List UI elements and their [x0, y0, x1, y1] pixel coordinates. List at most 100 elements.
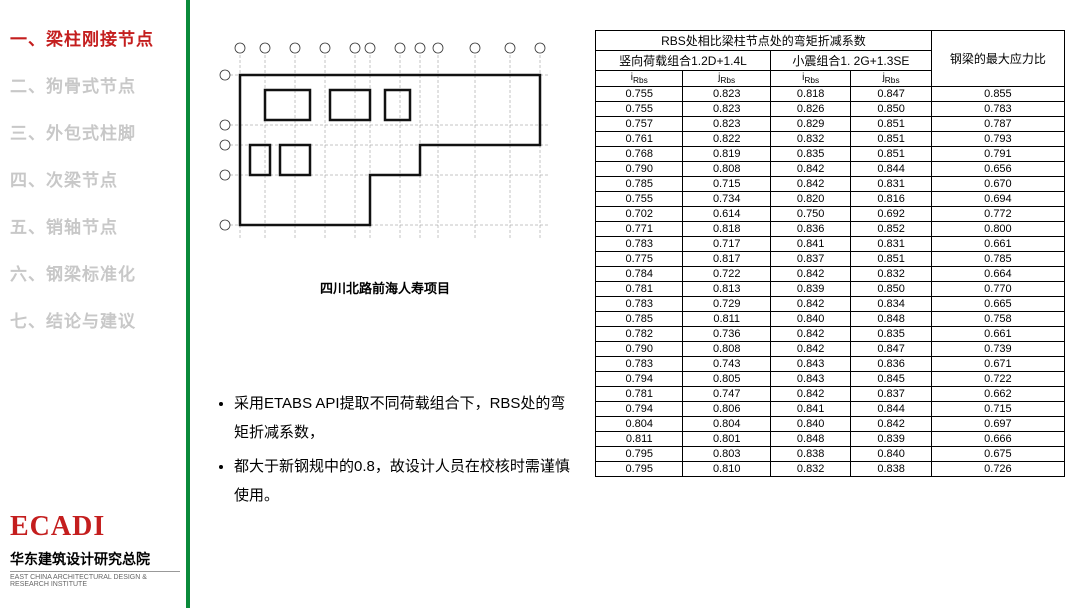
table-row: 0.7850.7150.8420.8310.670 — [596, 177, 1065, 192]
table-row: 0.7950.8100.8320.8380.726 — [596, 462, 1065, 477]
table-cell: 0.775 — [596, 252, 683, 267]
table-cell: 0.761 — [596, 132, 683, 147]
table-cell: 0.722 — [931, 372, 1064, 387]
table-cell: 0.813 — [683, 282, 770, 297]
table-cell: 0.848 — [851, 312, 931, 327]
table-cell: 0.841 — [770, 237, 850, 252]
table-cell: 0.823 — [683, 87, 770, 102]
table-cell: 0.661 — [931, 327, 1064, 342]
table-cell: 0.772 — [931, 207, 1064, 222]
nav-item-6[interactable]: 六、钢梁标准化 — [10, 260, 180, 285]
table-cell: 0.836 — [851, 357, 931, 372]
table-cell: 0.790 — [596, 342, 683, 357]
table-cell: 0.715 — [931, 402, 1064, 417]
table-cell: 0.847 — [851, 342, 931, 357]
nav-item-4[interactable]: 四、次梁节点 — [10, 166, 180, 191]
table-cell: 0.771 — [596, 222, 683, 237]
table-cell: 0.794 — [596, 402, 683, 417]
subhead-3: iRbs — [770, 71, 850, 87]
table-cell: 0.803 — [683, 447, 770, 462]
table-cell: 0.831 — [851, 177, 931, 192]
table-cell: 0.784 — [596, 267, 683, 282]
content-area: 四川北路前海人寿项目 采用ETABS API提取不同荷载组合下，RBS处的弯矩折… — [210, 20, 1065, 593]
table-cell: 0.794 — [596, 372, 683, 387]
table-cell: 0.697 — [931, 417, 1064, 432]
table-cell: 0.839 — [851, 432, 931, 447]
table-cell: 0.840 — [770, 417, 850, 432]
table-cell: 0.811 — [683, 312, 770, 327]
nav-item-1[interactable]: 一、梁柱刚接节点 — [10, 25, 180, 50]
table-row: 0.7810.7470.8420.8370.662 — [596, 387, 1065, 402]
table-cell: 0.842 — [770, 327, 850, 342]
table-row: 0.7550.8230.8260.8500.783 — [596, 102, 1065, 117]
table-cell: 0.810 — [683, 462, 770, 477]
logo-en: EAST CHINA ARCHITECTURAL DESIGN & RESEAR… — [10, 571, 180, 588]
table-row: 0.7550.8230.8180.8470.855 — [596, 87, 1065, 102]
table-cell: 0.736 — [683, 327, 770, 342]
table-cell: 0.715 — [683, 177, 770, 192]
table-cell: 0.694 — [931, 192, 1064, 207]
table-cell: 0.847 — [851, 87, 931, 102]
table-row: 0.7940.8050.8430.8450.722 — [596, 372, 1065, 387]
table-cell: 0.783 — [596, 357, 683, 372]
table-cell: 0.839 — [770, 282, 850, 297]
table-cell: 0.816 — [851, 192, 931, 207]
table-row: 0.7550.7340.8200.8160.694 — [596, 192, 1065, 207]
table-cell: 0.823 — [683, 102, 770, 117]
table-cell: 0.666 — [931, 432, 1064, 447]
table-cell: 0.671 — [931, 357, 1064, 372]
table-cell: 0.702 — [596, 207, 683, 222]
table-cell: 0.729 — [683, 297, 770, 312]
table-cell: 0.836 — [770, 222, 850, 237]
table-cell: 0.838 — [851, 462, 931, 477]
table-cell: 0.755 — [596, 192, 683, 207]
table-cell: 0.793 — [931, 132, 1064, 147]
table-cell: 0.844 — [851, 402, 931, 417]
table-cell: 0.734 — [683, 192, 770, 207]
table-title: RBS处相比梁柱节点处的弯矩折减系数 — [596, 31, 932, 51]
table-cell: 0.844 — [851, 162, 931, 177]
table-row: 0.8110.8010.8480.8390.666 — [596, 432, 1065, 447]
table-cell: 0.851 — [851, 117, 931, 132]
table-row: 0.7710.8180.8360.8520.800 — [596, 222, 1065, 237]
table-cell: 0.743 — [683, 357, 770, 372]
table-cell: 0.662 — [931, 387, 1064, 402]
nav-item-7[interactable]: 七、结论与建议 — [10, 307, 180, 332]
table-cell: 0.783 — [596, 237, 683, 252]
table-cell: 0.820 — [770, 192, 850, 207]
table-row: 0.7950.8030.8380.8400.675 — [596, 447, 1065, 462]
table-cell: 0.806 — [683, 402, 770, 417]
col5-header: 钢梁的最大应力比 — [931, 31, 1064, 87]
table-row: 0.7570.8230.8290.8510.787 — [596, 117, 1065, 132]
table-row: 0.8040.8040.8400.8420.697 — [596, 417, 1065, 432]
table-cell: 0.845 — [851, 372, 931, 387]
table-cell: 0.665 — [931, 297, 1064, 312]
table-cell: 0.851 — [851, 252, 931, 267]
table-cell: 0.785 — [596, 312, 683, 327]
table-cell: 0.852 — [851, 222, 931, 237]
rbs-table: RBS处相比梁柱节点处的弯矩折减系数 钢梁的最大应力比 竖向荷载组合1.2D+1… — [595, 30, 1065, 477]
floorplan-diagram — [210, 20, 560, 270]
table-cell: 0.835 — [770, 147, 850, 162]
table-cell: 0.808 — [683, 162, 770, 177]
table-cell: 0.664 — [931, 267, 1064, 282]
table-cell: 0.755 — [596, 87, 683, 102]
table-row: 0.7900.8080.8420.8440.656 — [596, 162, 1065, 177]
table-cell: 0.795 — [596, 462, 683, 477]
nav-item-2[interactable]: 二、狗骨式节点 — [10, 72, 180, 97]
table-cell: 0.832 — [851, 267, 931, 282]
nav-item-5[interactable]: 五、销轴节点 — [10, 213, 180, 238]
table-cell: 0.842 — [770, 342, 850, 357]
table-cell: 0.823 — [683, 117, 770, 132]
bullet-2: 都大于新钢规中的0.8，故设计人员在校核时需谨慎使用。 — [234, 453, 570, 510]
table-row: 0.7810.8130.8390.8500.770 — [596, 282, 1065, 297]
nav-item-3[interactable]: 三、外包式柱脚 — [10, 119, 180, 144]
table-row: 0.7850.8110.8400.8480.758 — [596, 312, 1065, 327]
table-cell: 0.804 — [683, 417, 770, 432]
table-cell: 0.840 — [851, 447, 931, 462]
table-cell: 0.795 — [596, 447, 683, 462]
table-cell: 0.837 — [770, 252, 850, 267]
table-cell: 0.811 — [596, 432, 683, 447]
bullet-1: 采用ETABS API提取不同荷载组合下，RBS处的弯矩折减系数， — [234, 390, 570, 447]
table-cell: 0.722 — [683, 267, 770, 282]
